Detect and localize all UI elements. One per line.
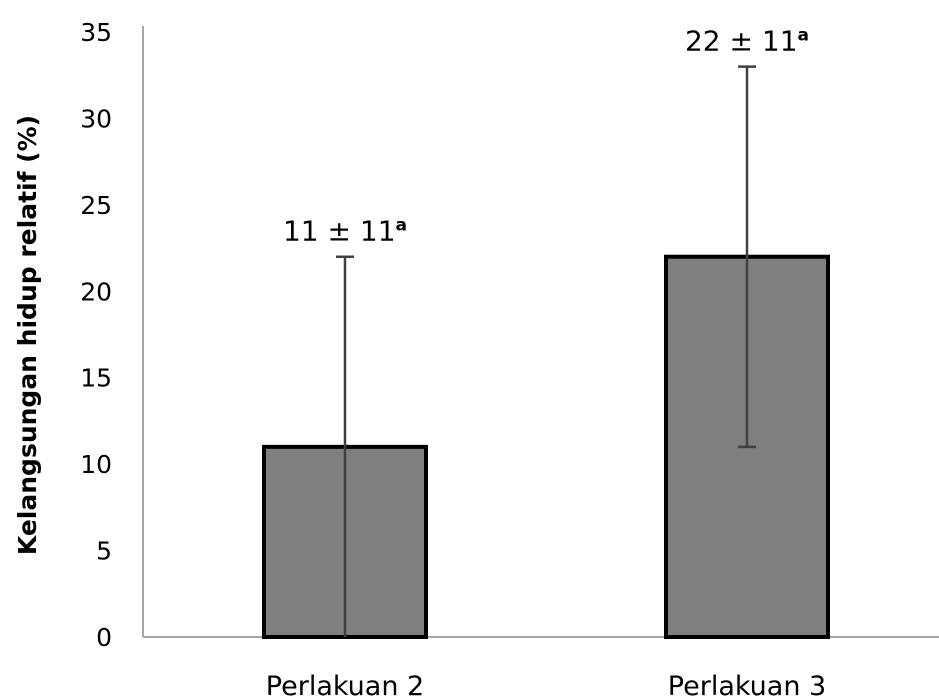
y-tick-label: 5: [96, 537, 112, 566]
y-tick-label: 0: [96, 623, 112, 652]
category-label: Perlakuan 3: [668, 671, 826, 700]
category-label: Perlakuan 2: [266, 671, 424, 700]
y-tick-label: 15: [80, 364, 112, 393]
y-axis-title-group: Kelangsungan hidup relatif (%): [13, 115, 42, 555]
category-labels: Perlakuan 2 Perlakuan 3: [266, 671, 826, 700]
data-labels: 11 ± 11a 22 ± 11a: [283, 25, 809, 248]
y-tick-label: 25: [80, 191, 112, 220]
data-label: 22 ± 11a: [685, 25, 809, 58]
y-tick-label: 35: [80, 18, 112, 47]
y-tick-label: 20: [80, 277, 112, 306]
y-tick-labels: 0 5 10 15 20 25 30 35: [80, 18, 112, 652]
y-tick-label: 30: [80, 104, 112, 133]
data-label-superscript: a: [396, 216, 407, 236]
error-bars: [336, 65, 756, 637]
y-tick-label: 10: [80, 450, 112, 479]
data-label: 11 ± 11a: [283, 215, 407, 248]
data-label-superscript: a: [798, 26, 809, 46]
y-axis-title: Kelangsungan hidup relatif (%): [13, 115, 42, 555]
